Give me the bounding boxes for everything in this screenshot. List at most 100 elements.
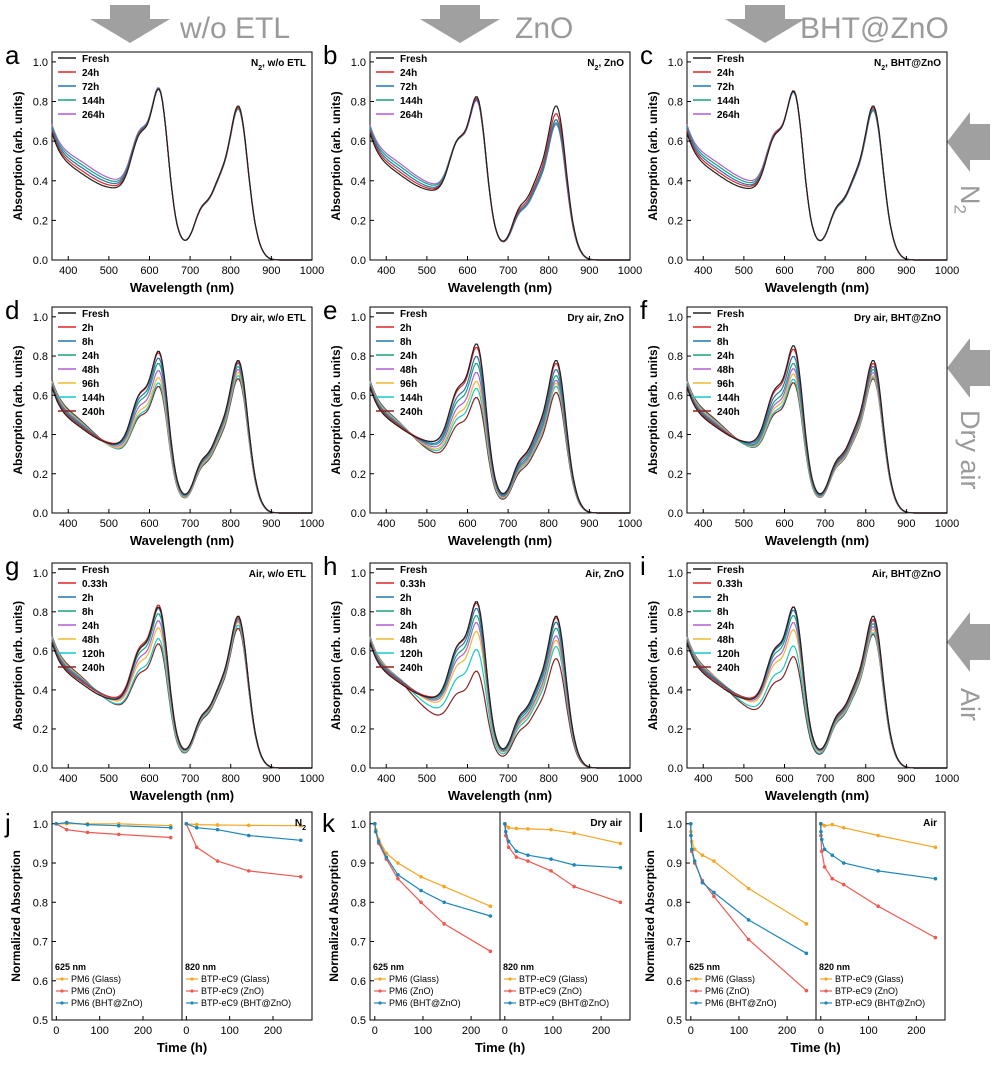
data-point xyxy=(689,833,693,838)
data-point xyxy=(514,849,519,854)
data-point xyxy=(419,888,423,893)
data-point xyxy=(830,822,835,827)
y-tick-label: 1.0 xyxy=(351,312,366,324)
panel-letter: g xyxy=(5,551,19,581)
y-tick-label: 0.8 xyxy=(667,897,682,909)
x-tick-label: 700 xyxy=(816,773,834,785)
legend-label: 120h xyxy=(717,649,740,660)
y-tick-label: 0.0 xyxy=(33,763,48,775)
legend-label: 24h xyxy=(717,351,734,362)
legend-label: Fresh xyxy=(400,54,427,65)
x-tick-label: 100 xyxy=(544,1025,562,1037)
y-tick-label: 0.2 xyxy=(351,469,366,481)
data-point xyxy=(700,880,705,885)
legend-label: PM6 (Glass) xyxy=(705,974,755,984)
y-tick-label: 0.6 xyxy=(667,976,682,988)
y-tick-label: 0.8 xyxy=(668,607,683,619)
panel-title: N2, ZnO xyxy=(587,58,624,72)
y-tick-label: 1.0 xyxy=(33,312,48,324)
panel-title: Air, w/o ETL xyxy=(249,569,306,580)
data-point xyxy=(194,845,199,850)
legend-marker xyxy=(378,1001,382,1005)
data-point xyxy=(488,949,493,954)
legend-label: 0.33h xyxy=(82,579,108,590)
data-point xyxy=(503,829,508,834)
data-point xyxy=(488,914,493,918)
data-point xyxy=(692,859,697,863)
y-tick-label: 0.0 xyxy=(351,508,366,520)
x-tick-label: 0 xyxy=(372,1025,378,1037)
data-point xyxy=(549,869,553,873)
y-tick-label: 0.9 xyxy=(351,858,366,870)
y-tick-label: 0.5 xyxy=(33,1015,48,1027)
y-tick-label: 0.2 xyxy=(668,215,683,227)
y-tick-label: 0.6 xyxy=(351,646,366,658)
plot-frame xyxy=(686,306,948,514)
legend-label: BTP-eC9 (BHT@ZnO) xyxy=(201,998,291,1008)
data-point xyxy=(746,886,751,891)
legend-label: Fresh xyxy=(717,309,744,320)
legend-label: 2h xyxy=(717,323,729,334)
series-line-Fresh xyxy=(369,343,630,514)
data-point xyxy=(384,855,389,859)
legend-marker xyxy=(508,1001,512,1005)
x-tick-label: 900 xyxy=(262,773,280,785)
y-tick-label: 1.0 xyxy=(668,57,683,69)
y-tick-label: 0.8 xyxy=(33,97,48,109)
legend-label: 2h xyxy=(400,593,412,604)
x-tick-label: 400 xyxy=(59,265,77,277)
legend-marker xyxy=(824,989,828,993)
data-point xyxy=(830,853,835,857)
y-axis-label: Normalized Absorption xyxy=(9,850,23,982)
y-tick-label: 0.2 xyxy=(33,215,48,227)
legend-label: 2h xyxy=(82,323,94,334)
data-point xyxy=(442,922,446,926)
chart-panel-c: 400 500 600 700 800 900 1000 0.0 0.2 0.4 0.6 0.8 1.0… xyxy=(640,40,959,295)
data-point xyxy=(818,821,823,826)
legend-label: BTP-eC9 (ZnO) xyxy=(835,986,898,996)
legend-label: 264h xyxy=(82,110,105,121)
y-tick-label: 0.8 xyxy=(33,351,48,363)
x-tick-label: 1000 xyxy=(935,518,959,530)
panel-letter: c xyxy=(640,40,653,70)
x-tick-label: 100 xyxy=(220,1025,238,1037)
series-line-BTP-eC9 (BHT@ZnO) xyxy=(186,823,301,841)
side-label-n2: N2 xyxy=(950,185,985,214)
series-line-PM6 (BHT@ZnO) xyxy=(690,823,807,954)
legend-label: BTP-eC9 (ZnO) xyxy=(519,986,582,996)
y-axis-label: Absorption (arb. units) xyxy=(329,601,343,730)
legend-marker xyxy=(378,977,382,981)
series-line-BTP-eC9 (ZnO) xyxy=(820,823,936,939)
panel-title: N2, BHT@ZnO xyxy=(874,58,941,72)
legend-label: BTP-eC9 (Glass) xyxy=(519,974,588,984)
legend-marker xyxy=(60,989,64,993)
x-tick-label: 1000 xyxy=(618,265,642,277)
legend-label: BTP-eC9 (BHT@ZnO) xyxy=(519,998,609,1008)
chart-panel-g: 400 500 600 700 800 900 1000 0.0 0.2 0.4 0.6 0.8 1.0… xyxy=(5,551,324,803)
y-tick-label: 0.6 xyxy=(351,390,366,402)
x-tick-label: 900 xyxy=(580,773,598,785)
legend-label: 48h xyxy=(82,635,99,646)
legend-label: PM6 (BHT@ZnO) xyxy=(705,998,777,1008)
data-point xyxy=(503,821,507,826)
x-tick-label: 0 xyxy=(53,1025,59,1037)
plot-frame xyxy=(51,562,313,769)
legend-label: BTP-eC9 (BHT@ZnO) xyxy=(835,998,925,1008)
x-axis-label: Wavelength (nm) xyxy=(765,280,869,295)
x-tick-label: 500 xyxy=(100,518,118,530)
data-point xyxy=(830,876,835,881)
x-tick-label: 600 xyxy=(775,518,793,530)
x-tick-label: 500 xyxy=(735,265,753,277)
panel-letter: l xyxy=(638,808,644,838)
x-tick-label: 600 xyxy=(458,773,476,785)
x-tick-label: 800 xyxy=(222,265,240,277)
data-point xyxy=(819,837,824,842)
y-axis-label: Normalized Absorption xyxy=(327,850,341,982)
legend-label: BTP-eC9 (Glass) xyxy=(835,974,904,984)
x-tick-label: 900 xyxy=(897,265,915,277)
y-tick-label: 0.4 xyxy=(33,176,48,188)
legend-label: 24h xyxy=(400,621,417,632)
y-axis-label: Absorption (arb. units) xyxy=(11,345,25,474)
chart-panel-h: 400 500 600 700 800 900 1000 0.0 0.2 0.4 0.6 0.8 1.0… xyxy=(323,551,642,803)
y-tick-label: 0.8 xyxy=(33,607,48,619)
